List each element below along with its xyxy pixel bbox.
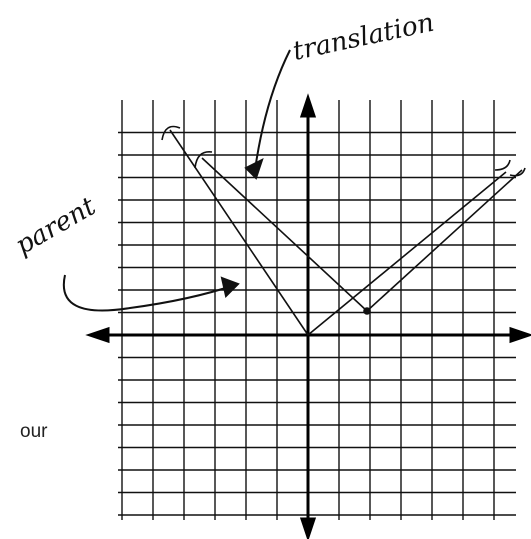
pointer-head [244,158,264,180]
text-fragment: our [20,421,48,442]
axes [85,93,531,539]
parent-left-arm [169,129,309,336]
parent-label: parent [11,191,102,261]
translation-label: translation [290,8,437,67]
arrow-head [161,125,181,141]
axis-arrow [509,326,531,344]
translation-left-arm [201,157,368,312]
arrow-head [494,159,511,171]
translation-pointer [254,49,291,171]
axis-arrow [299,517,317,539]
arrow-head [509,167,526,177]
vertex-point [363,307,371,315]
grid [118,100,516,520]
axis-arrow [85,326,110,344]
annotation-arrows [62,49,291,312]
parent-graph [161,125,511,336]
translation-right-arm [366,169,523,312]
parent-pointer [62,274,236,312]
parent-right-arm [307,171,507,336]
axis-arrow [299,93,317,118]
translation-graph [194,151,526,315]
pointer-head [220,276,240,298]
arrow-head [194,151,213,169]
